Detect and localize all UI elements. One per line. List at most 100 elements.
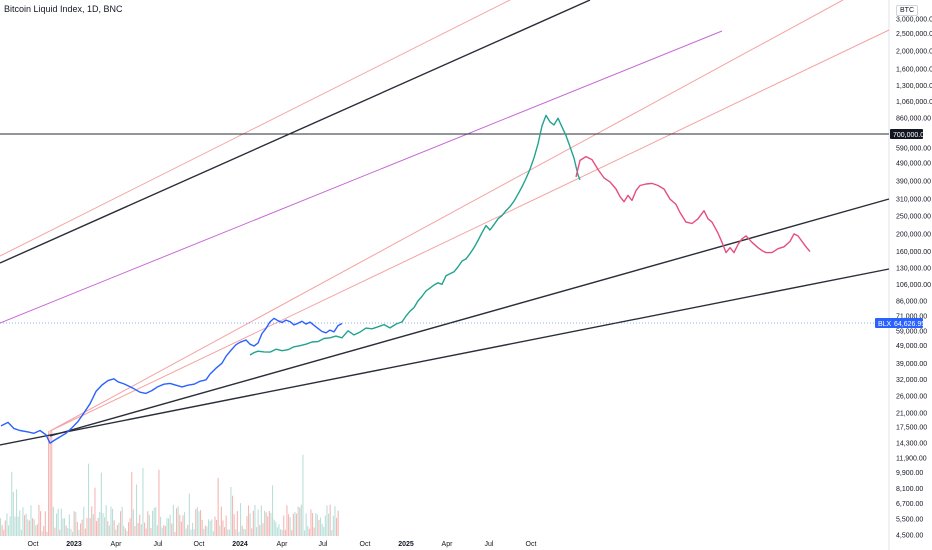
- volume-bar: [281, 530, 283, 536]
- volume-bar: [51, 431, 53, 536]
- volume-bar: [280, 529, 282, 536]
- volume-bar: [276, 527, 278, 536]
- support-line-lower[interactable]: [0, 268, 890, 446]
- volume-bar: [64, 518, 66, 536]
- volume-bar: [25, 513, 27, 536]
- volume-bar: [320, 517, 322, 536]
- volume-bar: [76, 521, 78, 536]
- volume-bar: [65, 525, 67, 536]
- volume-bar: [0, 518, 2, 536]
- volume-bar: [40, 511, 42, 536]
- volume-bar: [222, 520, 224, 536]
- volume-bar: [152, 510, 154, 536]
- volume-bar: [260, 505, 262, 536]
- volume-bar: [329, 504, 331, 536]
- volume-bar: [83, 506, 85, 536]
- volume-bar: [92, 514, 94, 536]
- price-axis-tick: 2,000,000.00: [896, 49, 932, 56]
- volume-bar: [240, 503, 242, 536]
- price-axis[interactable]: 3,000,000.00 2,500,000.00 2,000,000.00 1,60…: [896, 17, 932, 540]
- volume-bar: [200, 510, 202, 536]
- volume-bar: [297, 506, 299, 536]
- volume-bars: [0, 431, 339, 536]
- time-axis[interactable]: Oct 2023 Apr Jul Oct 2024 Apr Jul Oct 2025 Apr Jul O…: [28, 541, 537, 548]
- volume-bar: [166, 518, 168, 536]
- volume-bar: [67, 528, 69, 536]
- price-axis-tick: 5,500.00: [896, 517, 923, 524]
- channel-line-red-2[interactable]: [49, 0, 844, 432]
- volume-bar: [227, 529, 229, 536]
- volume-bar: [33, 519, 35, 536]
- volume-bar: [16, 489, 18, 536]
- price-axis-tick: 310,000.00: [896, 197, 931, 204]
- volume-bar: [158, 469, 160, 536]
- volume-bar: [233, 514, 235, 536]
- volume-bar: [177, 506, 179, 536]
- currency-label[interactable]: BTC: [896, 5, 918, 16]
- price-axis-tick: 200,000.00: [896, 231, 931, 238]
- volume-bar: [94, 487, 96, 536]
- volume-bar: [300, 504, 302, 536]
- volume-bar: [132, 509, 134, 536]
- volume-bar: [257, 509, 259, 536]
- volume-bar: [57, 508, 59, 536]
- volume-bar: [88, 463, 90, 536]
- volume-bar: [217, 477, 219, 536]
- drawing-tools[interactable]: [0, 0, 890, 446]
- volume-bar: [206, 526, 208, 536]
- volume-bar: [179, 514, 181, 536]
- volume-bar: [259, 525, 261, 536]
- volume-bar: [188, 493, 190, 536]
- channel-line-red-1[interactable]: [0, 0, 511, 257]
- volume-bar: [19, 510, 21, 536]
- last-price-label: 64,626.95: [894, 321, 925, 328]
- volume-bar: [278, 524, 280, 536]
- volume-bar: [248, 505, 250, 536]
- support-line-upper[interactable]: [49, 198, 890, 437]
- volume-bar: [252, 510, 254, 536]
- volume-bar: [288, 514, 290, 536]
- last-price-symbol: BLX: [878, 321, 892, 328]
- volume-bar: [28, 520, 30, 536]
- channel-line-red-3[interactable]: [49, 29, 890, 432]
- price-axis-tick: 160,000.00: [896, 249, 931, 256]
- volume-bar: [22, 507, 24, 536]
- volume-bar: [324, 515, 326, 536]
- price-axis-tick: 8,100.00: [896, 486, 923, 493]
- volume-bar: [315, 513, 317, 536]
- volume-bar: [228, 529, 230, 536]
- volume-bar: [332, 515, 334, 536]
- chart-title: Bitcoin Liquid Index, 1D, BNC: [4, 4, 123, 14]
- volume-bar: [148, 514, 150, 536]
- volume-bar: [334, 506, 336, 536]
- volume-bar: [96, 521, 98, 536]
- volume-bar: [144, 522, 146, 536]
- volume-bar: [48, 431, 50, 536]
- volume-bar: [267, 516, 269, 536]
- channel-line-black-upper[interactable]: [0, 0, 591, 264]
- volume-bar: [46, 531, 48, 536]
- volume-bar: [283, 515, 285, 536]
- time-axis-tick: Apr: [277, 541, 289, 548]
- volume-bar: [126, 531, 128, 536]
- volume-bar: [24, 515, 26, 536]
- volume-bar: [60, 508, 62, 536]
- volume-bar: [294, 512, 296, 536]
- volume-bar: [262, 523, 264, 536]
- time-axis-tick: 2023: [66, 541, 82, 548]
- volume-bar: [184, 512, 186, 536]
- volume-bar: [220, 506, 222, 536]
- volume-bar: [289, 517, 291, 536]
- channel-line-purple[interactable]: [0, 30, 723, 324]
- volume-bar: [291, 530, 293, 536]
- volume-bar: [17, 516, 19, 536]
- volume-bar: [100, 472, 102, 536]
- volume-bar: [190, 529, 192, 536]
- price-axis-tick: 250,000.00: [896, 214, 931, 221]
- volume-bar: [216, 520, 218, 536]
- volume-bar: [265, 512, 267, 536]
- volume-bar: [198, 511, 200, 536]
- volume-bar: [150, 528, 152, 536]
- volume-bar: [123, 525, 125, 536]
